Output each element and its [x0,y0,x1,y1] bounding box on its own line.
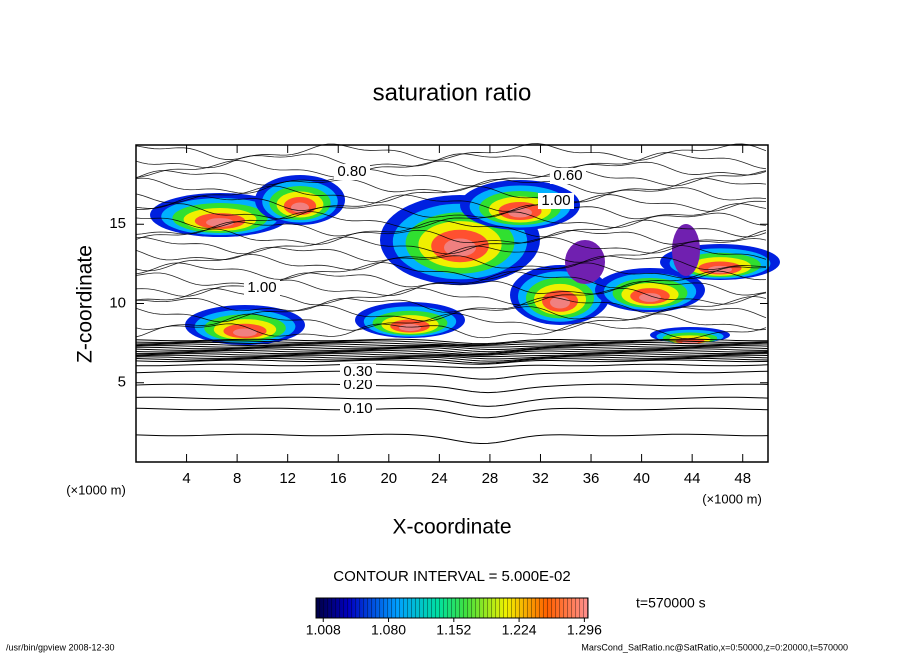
plot-area: 0.10 0.200.30 0.60 0.80 1.00 1.00 [135,143,780,445]
y-axis-label: Z-coordinate [74,245,97,363]
colorbar-tick-label: 1.152 [436,622,471,638]
x-tick-label: 20 [380,470,397,487]
contour-line [135,228,767,245]
contour-line [135,185,767,204]
chart-title: saturation ratio [373,79,532,106]
contour-line [135,341,769,347]
contour-line [135,433,769,445]
contour-line [135,219,767,238]
footer-right: MarsCond_SatRatio.nc@SatRatio,x=0:50000,… [581,642,848,652]
colorbar-frame [315,597,589,619]
contour-line [135,343,769,348]
x-tick-label: 40 [633,470,650,487]
contour-label-bg [340,377,376,393]
contour-label-bg [538,193,574,209]
colorbar-tick-label: 1.008 [306,622,341,638]
contour-line [135,363,769,369]
contour-line [135,348,769,354]
contour-line [135,143,767,161]
contour-line [135,351,769,356]
contour-line [135,270,767,289]
saturation-blob [639,293,661,302]
contour-label-bg [550,168,586,184]
contour-label-bg [334,164,370,180]
contour-line [135,370,769,380]
x-tick-label: 44 [684,470,701,487]
contour-label-bg [244,280,280,296]
colorbar-tick-label: 1.296 [567,622,602,638]
contour-line [135,340,769,346]
x-tick-label: 24 [431,470,448,487]
contour-line [135,346,769,353]
contour-line [135,279,767,297]
x-tick-label: 36 [583,470,600,487]
x-tick-label: 48 [734,470,751,487]
contour-line [135,160,767,178]
contour-line [135,194,767,212]
contour-label-bg [340,401,376,417]
contour-label: 0.30 [343,363,372,380]
contour-line [135,357,769,364]
x-tick-label: 8 [233,470,241,487]
contour-line [135,322,767,340]
contour-line [135,211,767,229]
contour-line [135,407,769,419]
contour-line [135,287,767,306]
time-label: t=570000 s [636,595,706,611]
contour-line [135,313,767,331]
x-tick-label: 4 [182,470,190,487]
saturation-blob [399,323,421,332]
contour-line [135,152,767,170]
contour-label: 0.80 [337,163,366,180]
contour-label: 0.20 [343,376,372,393]
contour-label: 1.00 [541,192,570,209]
saturation-blob [233,328,257,337]
x-axis-label: X-coordinate [392,516,511,539]
contour-label: 0.60 [553,167,582,184]
contour-interval: CONTOUR INTERVAL = 5.000E-02 [333,568,570,585]
contour-line [135,359,769,365]
contour-label: 0.10 [343,400,372,417]
contour-line [135,383,769,394]
colorbar-tick-label: 1.080 [371,622,406,638]
saturation-blob [291,202,309,213]
contour-line [135,338,769,345]
contour-label: 1.00 [247,279,276,296]
x-tick-label: 28 [482,470,499,487]
contour-line [135,349,769,355]
contour-line [135,345,769,351]
contour-line [135,254,767,272]
y-tick-label: 10 [109,294,126,311]
x-tick-label: 16 [330,470,347,487]
x-tick-label: 32 [532,470,549,487]
y-unit: (×1000 m) [66,482,126,497]
contour-label-bg [340,364,376,380]
contour-line [135,354,769,360]
y-tick-label: 15 [109,215,126,232]
contour-line [135,262,767,280]
saturation-blob [672,224,700,276]
contour-line [135,396,769,407]
contour-line [135,356,769,362]
x-tick-label: 12 [279,470,296,487]
y-tick-label: 5 [118,374,126,391]
contour-line [135,353,769,358]
contour-line [135,168,767,187]
contour-line [135,296,767,314]
contour-line [135,236,767,255]
contour-line [135,305,767,323]
colorbar-tick-label: 1.224 [502,622,537,638]
contour-line [135,203,767,220]
x-unit: (×1000 m) [702,491,762,506]
footer-left: /usr/bin/gpview 2008-12-30 [6,642,115,652]
